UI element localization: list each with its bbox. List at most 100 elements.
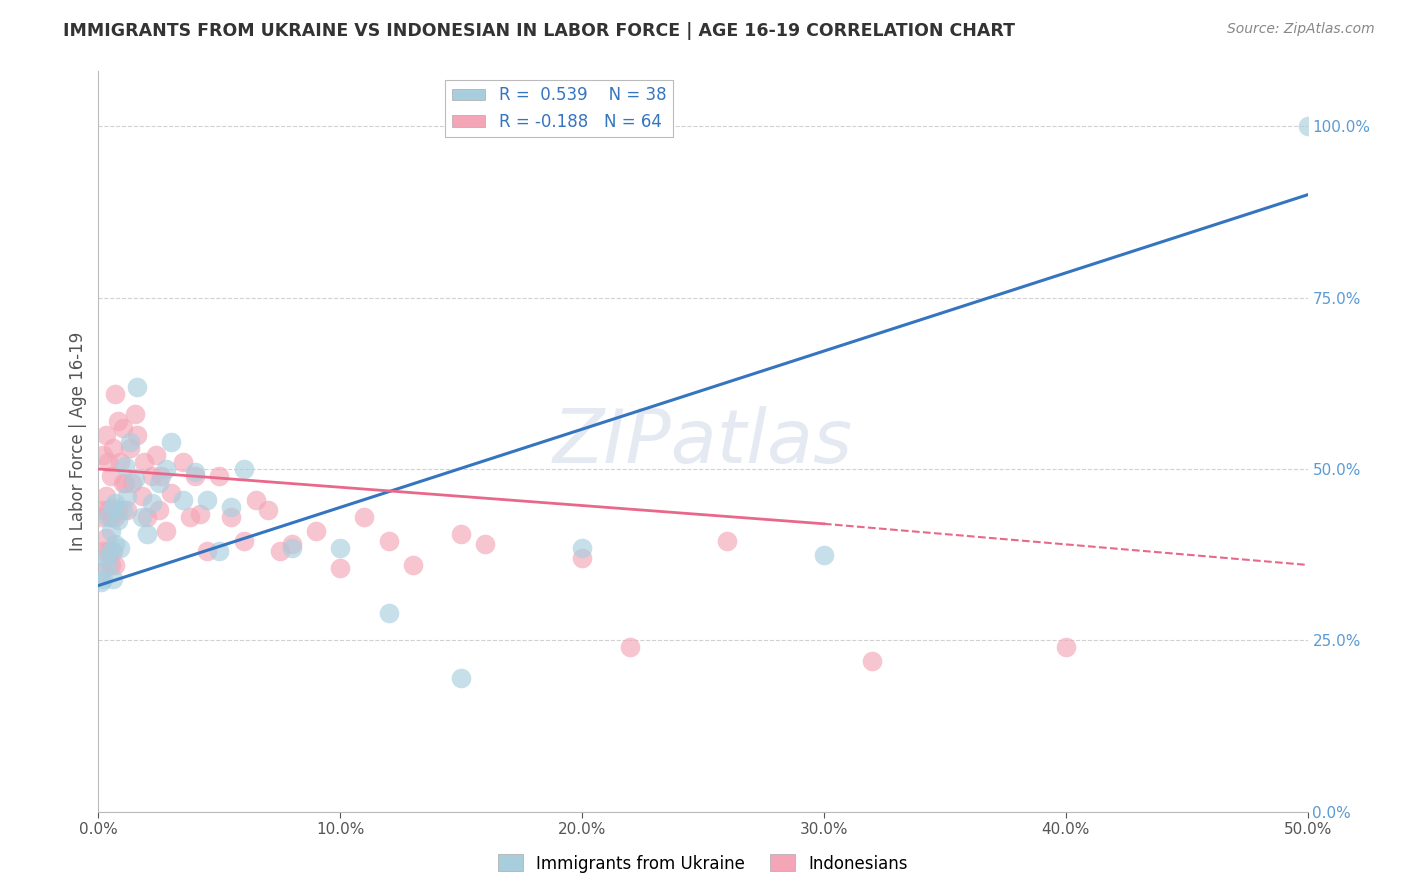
Point [100, 468, 122, 483]
Point [108, 541, 131, 555]
Point [179, 510, 201, 524]
Point [1296, 119, 1319, 133]
Point [221, 510, 243, 524]
Point [148, 475, 170, 490]
Point [97, 544, 120, 558]
Point [107, 513, 129, 527]
Point [256, 503, 278, 517]
Point [101, 500, 124, 514]
Point [245, 492, 267, 507]
Point [111, 475, 134, 490]
Point [150, 468, 173, 483]
Point [148, 503, 170, 517]
Point [117, 489, 139, 503]
Point [124, 472, 146, 486]
Text: IMMIGRANTS FROM UKRAINE VS INDONESIAN IN LABOR FORCE | AGE 16-19 CORRELATION CHA: IMMIGRANTS FROM UKRAINE VS INDONESIAN IN… [63, 22, 1015, 40]
Point [208, 468, 231, 483]
Point [155, 524, 177, 538]
Point [402, 558, 425, 572]
Point [172, 492, 194, 507]
Point [94, 531, 117, 545]
Legend: R =  0.539    N = 38, R = -0.188   N = 64: R = 0.539 N = 38, R = -0.188 N = 64 [446, 79, 673, 137]
Point [450, 671, 472, 685]
Point [101, 442, 124, 456]
Point [160, 434, 183, 449]
Point [101, 572, 124, 586]
Point [145, 448, 167, 462]
Point [127, 380, 149, 394]
Point [716, 533, 738, 548]
Point [127, 427, 149, 442]
Point [100, 544, 122, 558]
Point [1054, 640, 1077, 655]
Point [94, 489, 117, 503]
Point [377, 606, 399, 620]
Point [104, 510, 127, 524]
Point [141, 468, 163, 483]
Point [124, 407, 146, 421]
Point [104, 558, 127, 572]
Point [91, 572, 114, 586]
Point [97, 558, 120, 572]
Point [160, 486, 183, 500]
Point [232, 462, 254, 476]
Point [571, 551, 593, 566]
Point [94, 551, 117, 566]
Point [104, 496, 127, 510]
Point [101, 544, 124, 558]
Point [281, 541, 304, 555]
Point [208, 544, 231, 558]
Point [108, 455, 131, 469]
Point [131, 510, 153, 524]
Point [114, 458, 136, 473]
Point [269, 544, 291, 558]
Point [184, 468, 207, 483]
Point [155, 462, 177, 476]
Point [107, 503, 129, 517]
Point [195, 544, 218, 558]
Point [91, 448, 114, 462]
Y-axis label: In Labor Force | Age 16-19: In Labor Force | Age 16-19 [69, 332, 87, 551]
Point [97, 503, 120, 517]
Point [121, 475, 143, 490]
Point [107, 414, 129, 428]
Point [134, 455, 156, 469]
Point [377, 533, 399, 548]
Point [450, 527, 472, 541]
Point [474, 537, 496, 551]
Point [860, 654, 883, 668]
Point [329, 541, 352, 555]
Point [184, 466, 207, 480]
Point [135, 510, 157, 524]
Point [305, 524, 328, 538]
Point [329, 561, 352, 575]
Text: Source: ZipAtlas.com: Source: ZipAtlas.com [1227, 22, 1375, 37]
Point [111, 421, 134, 435]
Point [100, 524, 122, 538]
Point [90, 510, 112, 524]
Point [111, 503, 134, 517]
Point [94, 427, 117, 442]
Point [114, 475, 136, 490]
Point [619, 640, 641, 655]
Point [97, 510, 120, 524]
Point [131, 489, 153, 503]
Point [100, 510, 122, 524]
Point [232, 533, 254, 548]
Point [101, 503, 124, 517]
Point [118, 434, 141, 449]
Point [221, 500, 243, 514]
Point [91, 544, 114, 558]
Point [90, 565, 112, 579]
Point [571, 541, 593, 555]
Point [97, 455, 120, 469]
Point [118, 442, 141, 456]
Point [91, 503, 114, 517]
Point [353, 510, 375, 524]
Point [104, 537, 127, 551]
Point [188, 507, 211, 521]
Point [281, 537, 304, 551]
Point [195, 492, 218, 507]
Point [104, 386, 127, 401]
Legend: Immigrants from Ukraine, Indonesians: Immigrants from Ukraine, Indonesians [491, 847, 915, 880]
